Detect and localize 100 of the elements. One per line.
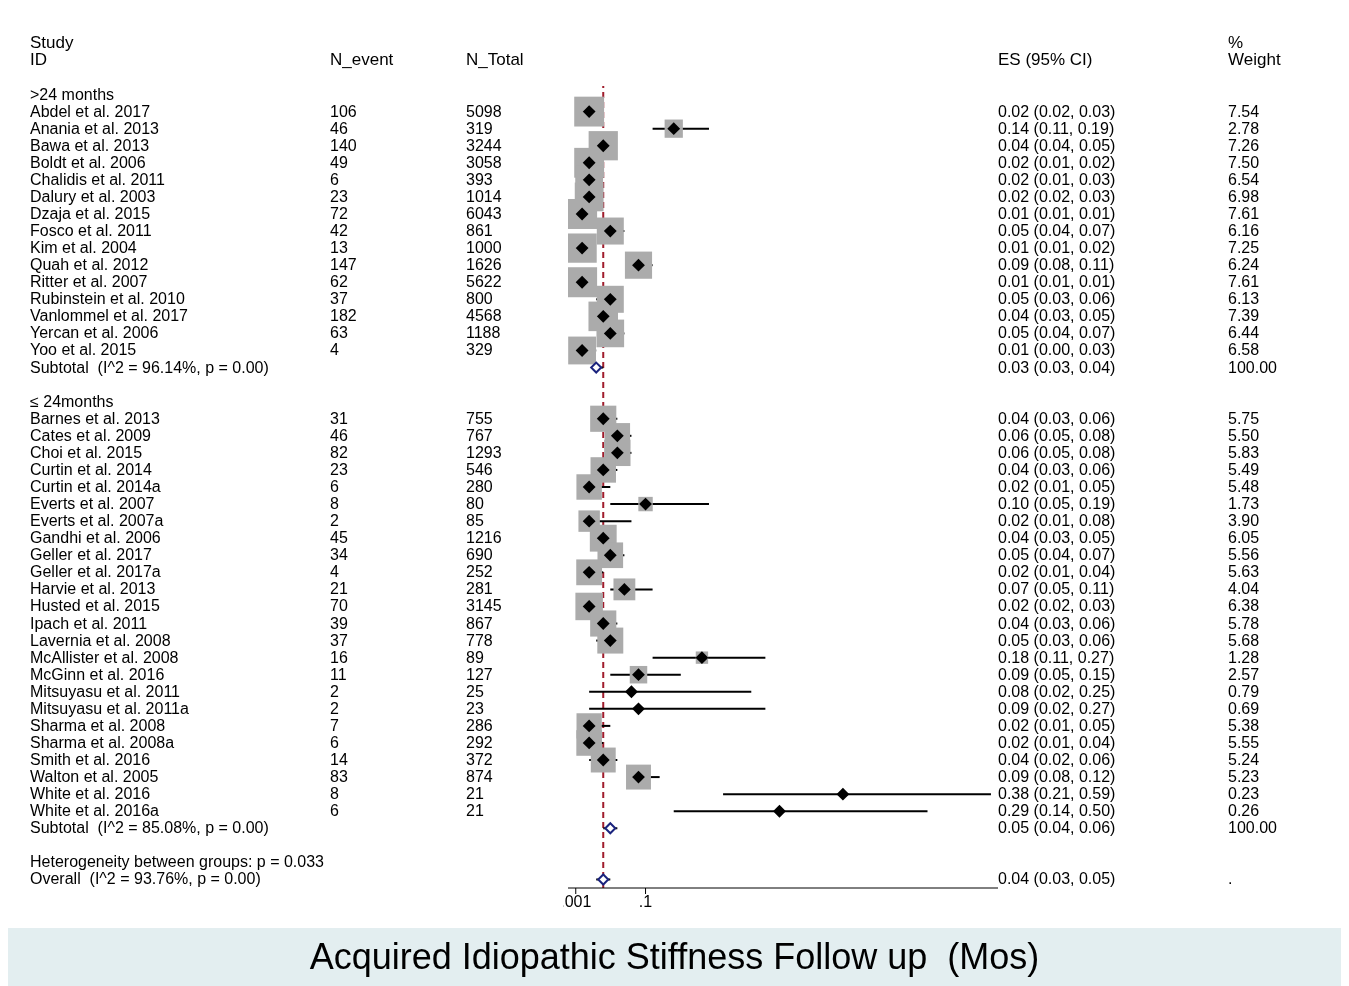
- category-label: Curtin et al. 2014: [30, 460, 152, 479]
- category-label: Everts et al. 2007: [30, 495, 155, 514]
- category-label: Anania et al. 2013: [30, 119, 159, 138]
- data-label: 0.26: [1228, 802, 1260, 821]
- category-label: Cates et al. 2009: [30, 426, 151, 445]
- data-label: 861: [466, 222, 493, 241]
- data-label: 329: [466, 341, 493, 360]
- data-label: 0.04 (0.03, 0.05): [998, 307, 1116, 326]
- data-label: 7: [330, 716, 339, 735]
- data-label: 0.05 (0.03, 0.06): [998, 631, 1116, 650]
- data-label: 39: [330, 614, 348, 633]
- data-label: 1000: [466, 239, 502, 258]
- category-label: Smith et al. 2016: [30, 751, 151, 770]
- category-label: Mitsuyasu et al. 2011a: [30, 699, 189, 718]
- data-label: 62: [330, 273, 348, 292]
- category-label: McGinn et al. 2016: [30, 665, 165, 684]
- data-label: 0.01 (0.01, 0.01): [998, 273, 1116, 292]
- data-label: 4568: [466, 307, 502, 326]
- data-label: 21: [466, 785, 484, 804]
- category-label: Heterogeneity between groups: p = 0.033: [30, 853, 324, 872]
- data-label: 2.78: [1228, 119, 1260, 138]
- category-label: Yercan et al. 2006: [30, 324, 159, 343]
- data-label: 2: [330, 512, 339, 531]
- category-label: Curtin et al. 2014a: [30, 478, 161, 496]
- data-label: 0.01 (0.01, 0.01): [998, 204, 1116, 223]
- data-label: 5.24: [1228, 751, 1260, 770]
- data-label: 0.38 (0.21, 0.59): [998, 785, 1116, 804]
- data-label: 7.25: [1228, 239, 1260, 258]
- data-label: 867: [466, 614, 493, 633]
- category-label: Subtotal (I^2 = 96.14%, p = 0.00): [30, 358, 269, 377]
- data-label: 4: [330, 341, 339, 360]
- data-label: 0.04 (0.03, 0.06): [998, 409, 1116, 428]
- data-label: 3145: [466, 597, 502, 616]
- data-label: 0.02 (0.02, 0.03): [998, 102, 1116, 121]
- category-label: White et al. 2016: [30, 785, 151, 804]
- data-label: 63: [330, 324, 348, 343]
- data-label: 292: [466, 733, 493, 752]
- data-label: 5.63: [1228, 563, 1260, 582]
- data-label: 0.06 (0.05, 0.08): [998, 443, 1116, 462]
- data-label: 5622: [466, 273, 502, 292]
- text: N_Total: [466, 49, 525, 69]
- data-label: 23: [466, 699, 484, 718]
- data-label: 6.44: [1228, 324, 1260, 343]
- category-label: Fosco et al. 2011: [30, 222, 152, 241]
- data-label: 0.18 (0.11, 0.27): [998, 648, 1115, 667]
- data-label: 0.10 (0.05, 0.19): [998, 495, 1116, 514]
- data-label: 11: [330, 665, 347, 684]
- data-label: 6: [330, 478, 339, 496]
- category-label: Rubinstein et al. 2010: [30, 290, 185, 309]
- category-label: Dalury et al. 2003: [30, 187, 156, 206]
- data-label: 0.06 (0.05, 0.08): [998, 426, 1116, 445]
- data-label: 6.24: [1228, 256, 1260, 275]
- data-label: 0.05 (0.04, 0.07): [998, 546, 1116, 565]
- data-label: 5.48: [1228, 478, 1260, 496]
- data-label: 6.38: [1228, 597, 1260, 616]
- data-label: 37: [330, 631, 348, 650]
- category-label: Sharma et al. 2008a: [30, 733, 175, 752]
- category-label: Ipach et al. 2011: [30, 614, 148, 633]
- data-label: 0.01 (0.01, 0.02): [998, 239, 1116, 258]
- data-label: 0.09 (0.02, 0.27): [998, 699, 1116, 718]
- text: ES (95% CI): [998, 49, 1093, 69]
- category-label: Kim et al. 2004: [30, 239, 137, 258]
- data-label: .: [1228, 870, 1233, 889]
- text: Study ID: [30, 32, 75, 69]
- data-label: 0.02 (0.01, 0.04): [998, 563, 1116, 582]
- data-label: 546: [466, 460, 493, 479]
- data-label: 281: [466, 580, 493, 599]
- data-label: 0.29 (0.14, 0.50): [998, 802, 1116, 821]
- data-label: 25: [466, 682, 484, 701]
- category-label: Gandhi et al. 2006: [30, 529, 161, 548]
- data-label: 13: [330, 239, 348, 258]
- data-label: 0.02 (0.01, 0.03): [998, 170, 1116, 189]
- data-label: 2: [330, 682, 339, 701]
- data-label: 5.50: [1228, 426, 1260, 445]
- data-label: 89: [466, 648, 484, 667]
- category-label: Vanlommel et al. 2017: [30, 307, 189, 326]
- data-label: 2.57: [1228, 665, 1260, 684]
- data-label: 6.05: [1228, 529, 1260, 548]
- data-label: 252: [466, 563, 493, 582]
- data-label: 80: [466, 495, 484, 514]
- category-label: Geller et al. 2017a: [30, 563, 161, 582]
- data-label: 1.28: [1228, 648, 1260, 667]
- category-label: Sharma et al. 2008: [30, 716, 166, 735]
- data-label: 7.26: [1228, 136, 1260, 155]
- data-label: 72: [330, 204, 348, 223]
- data-label: 0.02 (0.01, 0.05): [998, 716, 1116, 735]
- data-label: 0.04 (0.04, 0.05): [998, 136, 1116, 155]
- data-label: 5.55: [1228, 733, 1260, 752]
- data-label: 0.05 (0.04, 0.07): [998, 324, 1116, 343]
- category-label: Mitsuyasu et al. 2011: [30, 682, 181, 701]
- data-label: 83: [330, 768, 348, 787]
- data-label: 0.02 (0.01, 0.04): [998, 733, 1116, 752]
- data-label: 85: [466, 512, 484, 531]
- data-label: 0.04 (0.02, 0.06): [998, 751, 1116, 770]
- data-label: 34: [330, 546, 348, 565]
- data-label: 5.23: [1228, 768, 1260, 787]
- data-label: 6: [330, 733, 339, 752]
- data-label: 0.14 (0.11, 0.19): [998, 119, 1115, 138]
- data-label: 45: [330, 529, 348, 548]
- data-label: 0.09 (0.08, 0.12): [998, 768, 1116, 787]
